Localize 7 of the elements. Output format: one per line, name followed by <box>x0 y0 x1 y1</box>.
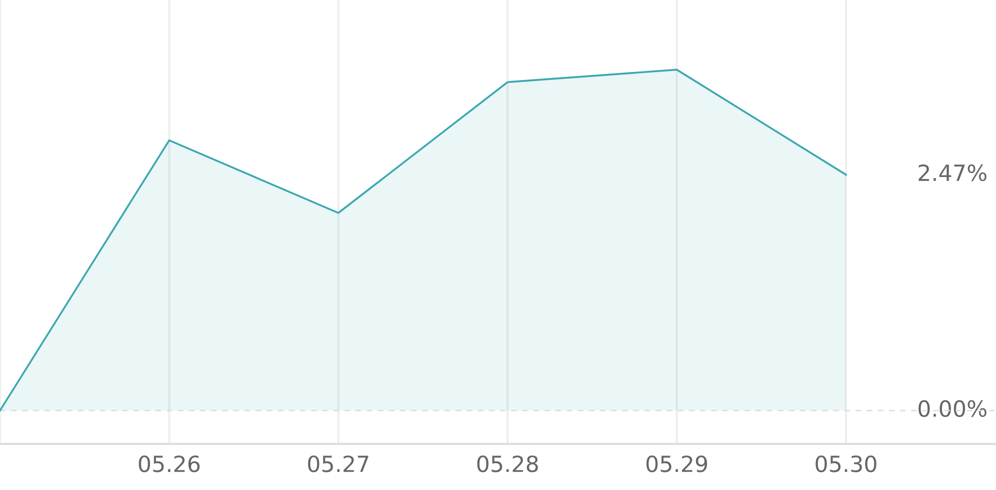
x-tick-label: 05.26 <box>138 455 200 472</box>
y-tick-label: 0.00% <box>918 400 986 417</box>
y-tick-label: 2.47% <box>918 164 986 182</box>
x-tick-label: 05.30 <box>816 455 876 472</box>
x-tick-label: 05.28 <box>477 455 538 472</box>
x-tick-label: 05.29 <box>646 455 708 472</box>
x-tick-label: 05.27 <box>308 455 368 472</box>
